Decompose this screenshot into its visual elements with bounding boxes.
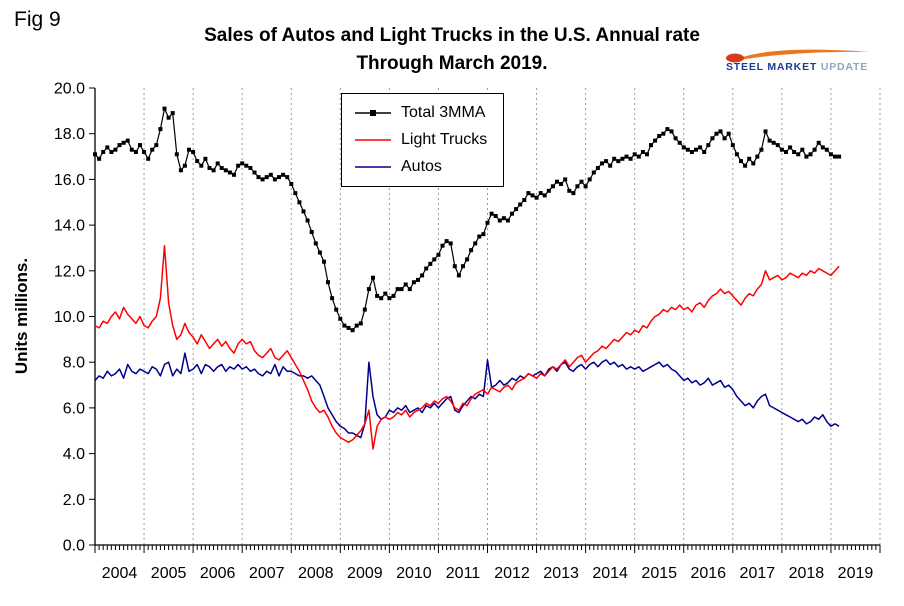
y-tick-label: 16.0 (54, 172, 85, 189)
figure-label: Fig 9 (14, 8, 61, 31)
x-axis-ticks (94, 545, 881, 553)
legend-autos-line-icon (355, 166, 391, 168)
smu-logo-word-steel: STEEL (726, 61, 764, 73)
x-year-label: 2012 (494, 565, 530, 582)
legend-label-autos: Autos (401, 158, 442, 175)
x-year-label: 2007 (249, 565, 285, 582)
x-year-label: 2016 (690, 565, 726, 582)
y-tick-label: 20.0 (54, 81, 85, 98)
x-year-label: 2019 (838, 565, 874, 582)
legend-total-line-icon (355, 110, 391, 116)
x-year-label: 2004 (102, 565, 138, 582)
x-year-label: 2013 (543, 565, 579, 582)
x-year-label: 2006 (200, 565, 236, 582)
x-year-label: 2005 (151, 565, 187, 582)
x-year-label: 2015 (641, 565, 677, 582)
chart-title-line2: Through March 2019. (356, 53, 548, 74)
x-year-label: 2009 (347, 565, 383, 582)
y-axis-ticks: 0.0 2.0 4.0 6.0 8.0 10.0 12.0 14.0 16.0 18.0 20.0 (54, 81, 95, 555)
legend-label-total-3mma: Total 3MMA (401, 104, 486, 121)
y-tick-label: 4.0 (63, 446, 85, 463)
y-tick-label: 8.0 (63, 355, 85, 372)
series-autos (94, 352, 840, 439)
y-tick-label: 12.0 (54, 263, 85, 280)
x-axis-labels: 2004 2005 2006 2007 2008 2009 2010 2011 2012 2013… (102, 565, 874, 582)
smu-logo-word-market: MARKET (767, 61, 818, 73)
chart-title-block: Sales of Autos and Light Trucks in the U… (0, 22, 904, 78)
legend-item-total-3mma: Total 3MMA (354, 104, 487, 122)
y-tick-label: 10.0 (54, 309, 85, 326)
series-light-trucks (94, 244, 840, 450)
chart-title-line1: Sales of Autos and Light Trucks in the U… (204, 25, 700, 46)
y-tick-label: 0.0 (63, 538, 85, 555)
y-tick-label: 18.0 (54, 126, 85, 143)
x-year-label: 2011 (446, 565, 481, 582)
legend-label-light-trucks: Light Trucks (401, 131, 488, 148)
y-tick-label: 6.0 (63, 400, 85, 417)
y-tick-label: 2.0 (63, 492, 85, 509)
steel-market-update-logo: STEEL MARKET UPDATE (724, 48, 876, 80)
smu-logo-text: STEEL MARKET UPDATE (726, 61, 868, 73)
y-tick-label: 14.0 (54, 218, 85, 235)
year-gridlines (143, 88, 881, 545)
x-year-label: 2018 (789, 565, 825, 582)
chart-legend: Total 3MMA Light Trucks Autos (341, 93, 505, 187)
series-total-3mma (93, 106, 842, 333)
x-year-label: 2017 (740, 565, 776, 582)
legend-item-autos: Autos (354, 158, 487, 176)
x-year-label: 2008 (298, 565, 334, 582)
x-year-label: 2014 (592, 565, 628, 582)
x-year-label: 2010 (396, 565, 432, 582)
legend-item-light-trucks: Light Trucks (354, 131, 487, 149)
smu-logo-word-update: UPDATE (820, 61, 869, 73)
smu-swoosh-icon (726, 49, 870, 63)
legend-light-trucks-line-icon (355, 139, 391, 141)
